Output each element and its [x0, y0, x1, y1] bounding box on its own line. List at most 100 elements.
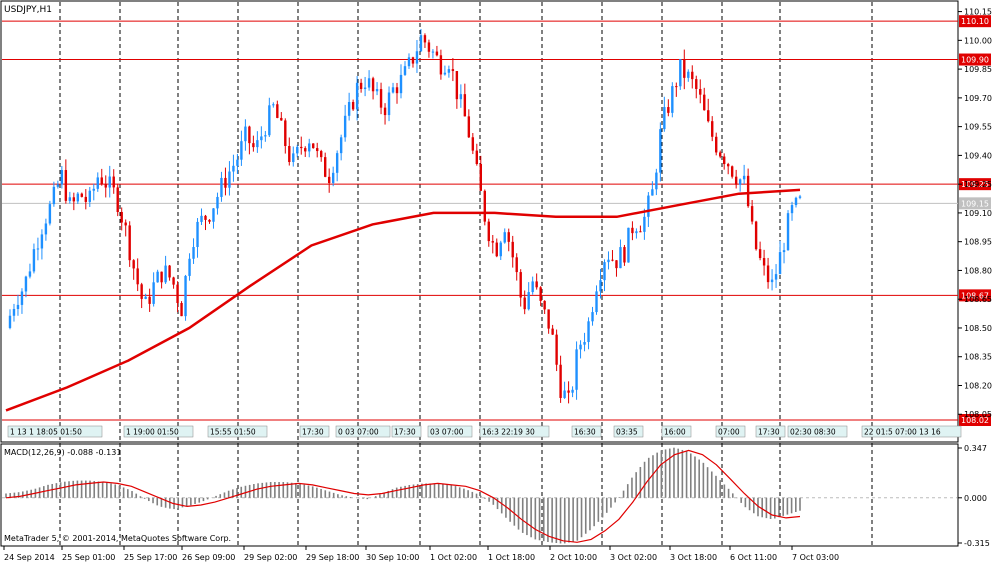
candle-body	[758, 249, 762, 259]
macd-signal-line	[5, 449, 801, 543]
candle-body	[691, 71, 694, 80]
candle-body	[36, 248, 40, 250]
time-tick-label: 2 Oct 10:00	[550, 553, 597, 562]
candle-body	[515, 257, 518, 273]
candle-body	[695, 79, 698, 89]
candle-body	[327, 176, 331, 184]
candle-body	[703, 94, 706, 111]
event-label-text: 03:35	[616, 428, 638, 437]
candle-body	[719, 152, 722, 157]
event-label-box	[335, 425, 391, 438]
candle-body	[28, 271, 32, 277]
candle-body	[627, 227, 630, 263]
candle-body	[742, 175, 746, 180]
candle-body	[359, 82, 363, 90]
candle-body	[415, 51, 419, 64]
candle-body	[323, 157, 327, 177]
candle-body	[312, 143, 315, 149]
event-label-box	[861, 425, 962, 438]
price-tick-label: 109.85	[964, 65, 992, 74]
event-label-box	[755, 425, 786, 438]
time-tick-label: 26 Sep 09:00	[182, 553, 235, 562]
candle-body	[379, 89, 383, 108]
candle-body	[152, 282, 155, 304]
candle-body	[495, 242, 498, 257]
candle-body	[8, 315, 12, 328]
candle-body	[276, 104, 279, 118]
candle-body	[707, 110, 710, 122]
event-label-text: 03 07:00	[430, 428, 464, 437]
level-price-tag	[959, 289, 991, 302]
price-tick-label: 109.70	[964, 94, 992, 103]
candle-body	[487, 221, 490, 242]
candle-body	[475, 150, 479, 164]
candle-body	[774, 274, 778, 280]
candle-body	[563, 390, 566, 398]
candle-body	[20, 291, 24, 305]
candle-body	[212, 208, 215, 222]
event-label-box	[613, 425, 644, 438]
candle-body	[715, 136, 718, 153]
candle-body	[296, 146, 299, 154]
candle-body	[519, 272, 522, 298]
candle-body	[335, 153, 339, 173]
candle-body	[200, 215, 203, 222]
candle-body	[778, 252, 782, 275]
macd-label: MACD(12,26,9) -0.088 -0.131	[4, 448, 121, 457]
level-price-text: 109.90	[961, 56, 989, 65]
candle-body	[112, 176, 115, 188]
candle-body	[304, 148, 307, 152]
candle-body	[339, 137, 343, 154]
candle-body	[427, 42, 431, 52]
candles	[8, 28, 802, 404]
time-tick-label: 24 Sep 2014	[4, 553, 55, 562]
event-label-text: 17:30	[758, 428, 780, 437]
candle-body	[72, 197, 76, 202]
candle-body	[491, 241, 494, 243]
level-price-text: 108.02	[961, 416, 989, 425]
time-tick-label: 25 Sep 17:00	[124, 553, 177, 562]
macd-tick-label: 0.000	[964, 494, 987, 503]
candle-body	[746, 175, 750, 207]
candle-body	[467, 116, 471, 138]
candle-body	[459, 94, 463, 100]
candle-body	[527, 292, 530, 310]
candle-body	[631, 227, 634, 234]
level-price-tag	[959, 15, 991, 28]
candle-body	[711, 121, 714, 137]
candle-body	[595, 291, 598, 313]
candle-body	[52, 186, 56, 205]
candle-body	[208, 219, 211, 222]
macd-tick-label: -0.315	[964, 539, 990, 548]
candle-body	[555, 334, 558, 365]
time-tick-label: 3 Oct 02:00	[610, 553, 657, 562]
price-tick-label: 108.35	[964, 353, 992, 362]
candle-body	[786, 213, 790, 251]
current-price-tag	[959, 197, 991, 210]
candle-body	[455, 71, 459, 100]
event-label-text: 16:30	[574, 428, 596, 437]
candle-body	[699, 88, 702, 95]
level-price-tag	[959, 414, 991, 426]
horizontal-levels[interactable]: 110.10 109.90 109.25 108.67 108.02 109.15	[2, 15, 991, 426]
candle-body	[184, 275, 187, 317]
candle-body	[204, 215, 207, 220]
time-tick-label: 29 Sep 02:00	[244, 553, 297, 562]
price-tick-label: 110.15	[964, 8, 992, 17]
event-label-box	[391, 425, 422, 438]
level-price-text: 108.67	[961, 291, 989, 300]
candle-body	[547, 309, 550, 329]
candle-body	[288, 146, 291, 163]
candle-body	[232, 165, 235, 172]
candle-body	[671, 86, 674, 113]
candle-body	[132, 260, 135, 269]
candle-body	[463, 94, 467, 117]
candle-body	[60, 170, 64, 185]
candle-body	[738, 179, 742, 185]
candle-body	[535, 281, 538, 288]
level-price-tag	[959, 53, 991, 66]
candle-body	[754, 221, 758, 250]
candle-body	[443, 72, 447, 75]
